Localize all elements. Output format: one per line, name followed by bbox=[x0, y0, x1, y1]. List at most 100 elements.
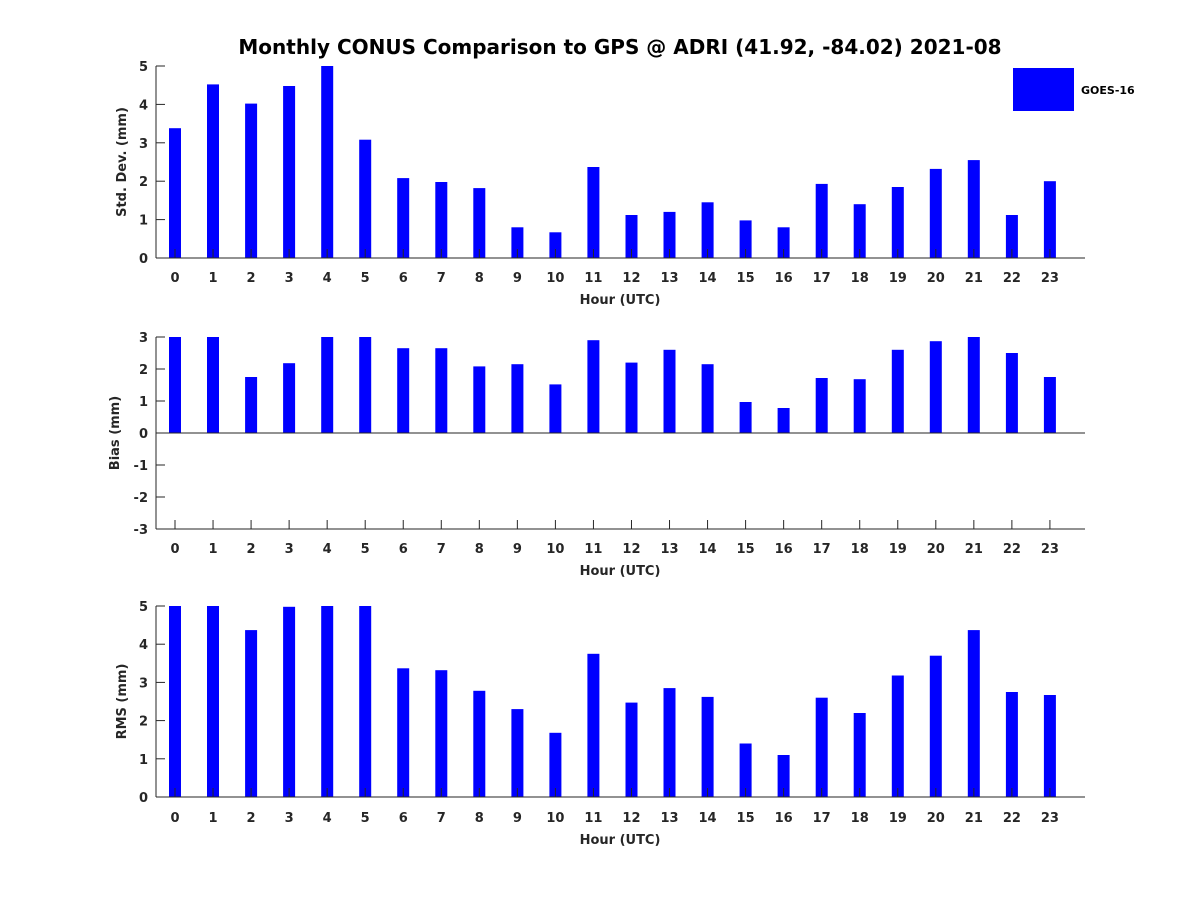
bar-hour-2 bbox=[245, 377, 258, 433]
x-tick-label: 8 bbox=[475, 271, 484, 286]
bar-hour-3 bbox=[283, 363, 296, 433]
y-tick-label: 3 bbox=[139, 331, 148, 346]
legend-swatch-goes-16 bbox=[1013, 68, 1074, 111]
bar-hour-0 bbox=[169, 337, 181, 433]
x-tick-label: 22 bbox=[1003, 542, 1021, 557]
x-tick-label: 3 bbox=[285, 811, 294, 826]
x-tick-label: 1 bbox=[209, 811, 218, 826]
x-tick-label: 5 bbox=[361, 271, 370, 286]
y-axis-label: Std. Dev. (mm) bbox=[115, 107, 130, 217]
bar-hour-8 bbox=[473, 690, 486, 797]
bar-hour-1 bbox=[207, 84, 219, 259]
bar-hour-14 bbox=[701, 364, 714, 433]
x-axis-label: Hour (UTC) bbox=[580, 293, 661, 308]
x-tick-label: 13 bbox=[660, 271, 678, 286]
bar-hour-15 bbox=[739, 402, 752, 433]
y-tick-label: -1 bbox=[134, 459, 148, 474]
bar-hour-6 bbox=[397, 668, 410, 797]
x-tick-label: 20 bbox=[927, 271, 945, 286]
x-tick-label: 7 bbox=[437, 271, 446, 286]
x-tick-label: 5 bbox=[361, 811, 370, 826]
bar-hour-5 bbox=[359, 337, 372, 433]
bar-hour-19 bbox=[891, 675, 904, 797]
bar-hour-12 bbox=[625, 702, 638, 797]
bar-hour-18 bbox=[853, 379, 866, 433]
x-tick-label: 16 bbox=[775, 811, 793, 826]
x-tick-label: 15 bbox=[737, 811, 755, 826]
x-tick-label: 14 bbox=[699, 271, 717, 286]
y-tick-label: -2 bbox=[134, 491, 148, 506]
bar-hour-11 bbox=[587, 653, 600, 798]
bar-hour-16 bbox=[777, 227, 790, 258]
x-tick-label: 7 bbox=[437, 811, 446, 826]
x-tick-label: 22 bbox=[1003, 811, 1021, 826]
y-tick-label: 1 bbox=[139, 395, 148, 410]
bar-hour-10 bbox=[549, 232, 562, 258]
bar-hour-20 bbox=[929, 341, 942, 433]
bar-hour-13 bbox=[663, 688, 676, 797]
bar-hour-22 bbox=[1005, 692, 1018, 797]
bar-hour-13 bbox=[663, 349, 676, 433]
bar-hour-10 bbox=[549, 732, 562, 797]
x-tick-label: 23 bbox=[1041, 271, 1059, 286]
bar-hour-1 bbox=[207, 606, 219, 797]
bar-hour-12 bbox=[625, 215, 638, 258]
bar-hour-7 bbox=[435, 670, 448, 797]
bar-hour-0 bbox=[169, 128, 181, 258]
bar-hour-9 bbox=[511, 227, 524, 258]
bar-hour-10 bbox=[549, 384, 562, 433]
x-tick-label: 6 bbox=[399, 811, 408, 826]
bar-hour-22 bbox=[1005, 353, 1018, 433]
x-tick-label: 10 bbox=[546, 542, 564, 557]
bar-hour-11 bbox=[587, 340, 600, 433]
bar-hour-17 bbox=[815, 378, 828, 433]
x-axis-label: Hour (UTC) bbox=[580, 564, 661, 579]
bar-hour-15 bbox=[739, 743, 752, 797]
bar-hour-0 bbox=[169, 606, 181, 797]
bar-hour-21 bbox=[967, 337, 980, 433]
x-tick-label: 12 bbox=[622, 811, 640, 826]
x-tick-label: 1 bbox=[209, 542, 218, 557]
x-tick-label: 21 bbox=[965, 811, 983, 826]
x-tick-label: 5 bbox=[361, 542, 370, 557]
x-tick-label: 8 bbox=[475, 542, 484, 557]
bar-hour-23 bbox=[1043, 377, 1056, 433]
bar-hour-21 bbox=[967, 630, 980, 797]
bar-hour-23 bbox=[1043, 181, 1056, 258]
bar-hour-19 bbox=[891, 349, 904, 433]
x-tick-label: 2 bbox=[247, 542, 256, 557]
y-tick-label: 2 bbox=[139, 175, 148, 190]
bar-hour-16 bbox=[777, 755, 790, 797]
bar-hour-9 bbox=[511, 709, 524, 797]
x-tick-label: 17 bbox=[813, 811, 831, 826]
x-tick-label: 11 bbox=[584, 542, 602, 557]
x-tick-label: 2 bbox=[247, 811, 256, 826]
bar-hour-20 bbox=[929, 168, 942, 258]
bar-hour-9 bbox=[511, 364, 524, 433]
bar-hour-12 bbox=[625, 362, 638, 433]
x-tick-label: 4 bbox=[323, 811, 332, 826]
bar-hour-17 bbox=[815, 697, 828, 797]
bar-hour-7 bbox=[435, 182, 448, 258]
y-tick-label: 2 bbox=[139, 715, 148, 730]
y-tick-label: 0 bbox=[139, 791, 148, 806]
bar-hour-4 bbox=[321, 337, 334, 433]
x-tick-label: 9 bbox=[513, 542, 522, 557]
bar-hour-3 bbox=[283, 606, 296, 797]
bar-hour-13 bbox=[663, 211, 676, 258]
x-tick-label: 15 bbox=[737, 542, 755, 557]
bar-hour-16 bbox=[777, 408, 790, 433]
bar-hour-23 bbox=[1043, 695, 1056, 797]
y-tick-label: 3 bbox=[139, 676, 148, 691]
x-tick-label: 11 bbox=[584, 811, 602, 826]
bar-hour-3 bbox=[283, 86, 296, 258]
y-tick-label: 0 bbox=[139, 252, 148, 267]
x-tick-label: 13 bbox=[660, 811, 678, 826]
bar-hour-5 bbox=[359, 139, 372, 258]
figure-title: Monthly CONUS Comparison to GPS @ ADRI (… bbox=[238, 35, 1001, 59]
